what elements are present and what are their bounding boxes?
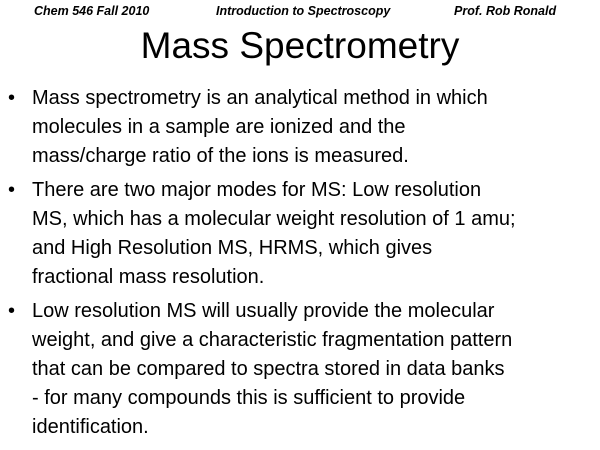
bullet-marker: • bbox=[8, 179, 16, 201]
slide-header: Chem 546 Fall 2010 Introduction to Spect… bbox=[0, 4, 600, 22]
bullet-marker: • bbox=[8, 87, 16, 109]
bullet-text-line: and High Resolution MS, HRMS, which give… bbox=[32, 237, 433, 259]
bullet-text-line: mass/charge ratio of the ions is measure… bbox=[32, 145, 409, 167]
instructor-name: Prof. Rob Ronald bbox=[454, 4, 557, 18]
bullet-text-line: Mass spectrometry is an analytical metho… bbox=[32, 87, 488, 109]
slide-title: Mass Spectrometry bbox=[140, 25, 460, 66]
bullet-text-line: molecules in a sample are ionized and th… bbox=[32, 116, 406, 138]
bullet-item: • There are two major modes for MS: Low … bbox=[0, 176, 600, 292]
bullet-text-line: identification. bbox=[32, 416, 149, 438]
bullet-text-line: that can be compared to spectra stored i… bbox=[32, 358, 505, 380]
bullet-text-line: MS, which has a molecular weight resolut… bbox=[32, 208, 516, 230]
bullet-marker: • bbox=[8, 300, 16, 322]
bullet-text-line: - for many compounds this is sufficient … bbox=[32, 387, 466, 409]
bullet-item: • Mass spectrometry is an analytical met… bbox=[0, 84, 600, 171]
bullet-text-line: weight, and give a characteristic fragme… bbox=[32, 329, 513, 351]
lecture-topic: Introduction to Spectroscopy bbox=[216, 4, 391, 18]
course-label: Chem 546 Fall 2010 bbox=[34, 4, 150, 18]
bullet-text-line: fractional mass resolution. bbox=[32, 266, 265, 288]
bullet-item: • Low resolution MS will usually provide… bbox=[0, 297, 600, 442]
bullet-list: • Mass spectrometry is an analytical met… bbox=[0, 84, 600, 447]
bullet-text-line: There are two major modes for MS: Low re… bbox=[32, 179, 482, 201]
bullet-text-line: Low resolution MS will usually provide t… bbox=[32, 300, 495, 322]
